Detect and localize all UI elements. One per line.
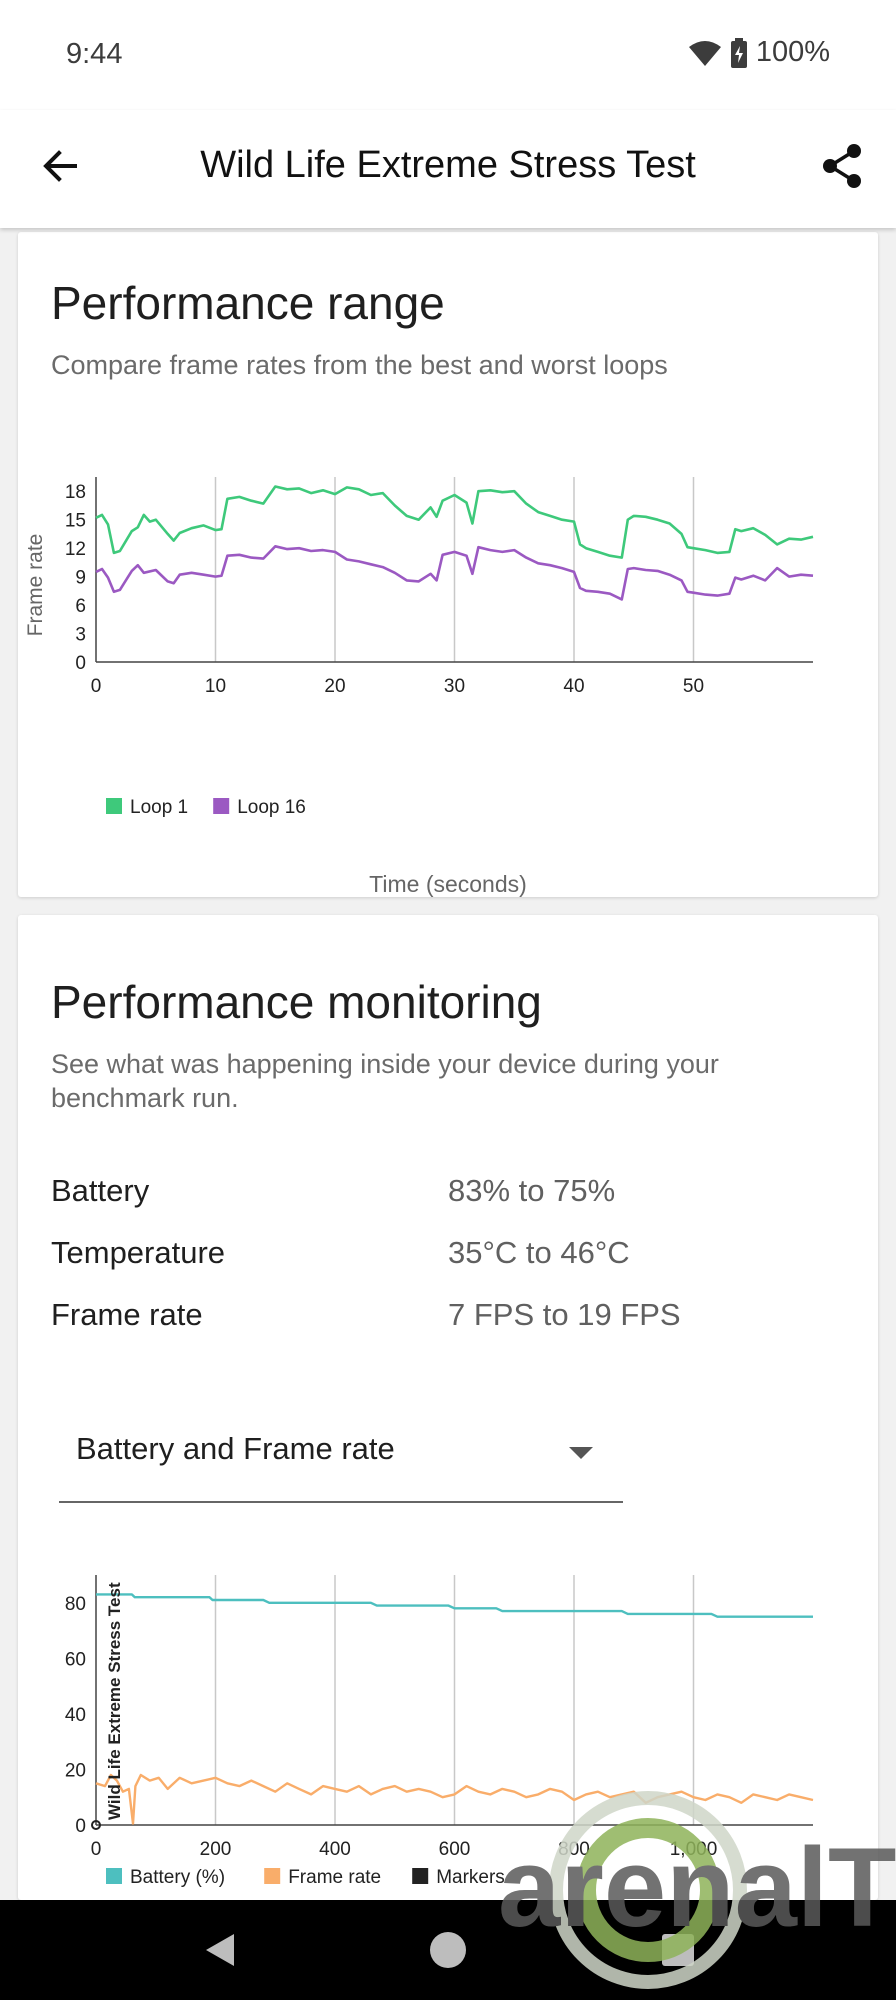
chart-type-selected: Battery and Frame rate	[76, 1431, 395, 1466]
status-bar: 9:44 100%	[0, 0, 896, 110]
chevron-down-icon	[569, 1447, 593, 1459]
home-circle-icon[interactable]	[428, 1930, 468, 1970]
card-title: Performance monitoring	[51, 976, 542, 1028]
y-tick-label: 3	[75, 625, 86, 646]
x-tick-label: 0	[91, 1839, 102, 1860]
status-time: 9:44	[66, 38, 123, 70]
legend-label: Markers	[436, 1867, 505, 1888]
x-tick-label: 10	[205, 676, 226, 697]
y-tick-label: 0	[75, 1816, 86, 1837]
marker-label: Wild Life Extreme Stress Test	[105, 1582, 124, 1820]
y-tick-label: 80	[65, 1594, 86, 1615]
share-button[interactable]	[812, 136, 872, 196]
legend-label: Loop 1	[130, 797, 188, 818]
legend-label: Frame rate	[288, 1867, 381, 1888]
legend-label: Battery (%)	[130, 1867, 225, 1888]
share-icon	[823, 144, 861, 188]
wifi-icon	[688, 40, 721, 66]
app-bar: Wild Life Extreme Stress Test	[0, 110, 896, 228]
temperature-label: Temperature	[51, 1235, 226, 1270]
legend-swatch	[412, 1868, 429, 1884]
page-title: Wild Life Extreme Stress Test	[200, 144, 696, 186]
y-tick-label: 0	[75, 653, 86, 674]
temperature-value: 35°C to 46°C	[448, 1235, 630, 1270]
battery-percent: 100%	[755, 36, 830, 68]
legend-swatch	[213, 798, 230, 814]
card-subtitle: Compare frame rates from the best and wo…	[51, 350, 668, 380]
y-tick-label: 18	[65, 482, 86, 503]
performance-range-chart: 0 10 20 30 40 50 0 3 6 9 12 15 18 Loop 1 Loop 16 Frame …	[24, 477, 814, 897]
series-line-loop-1	[95, 485, 814, 559]
marker-point	[91, 1820, 101, 1830]
y-tick-label: 20	[65, 1760, 86, 1781]
y-tick-label: 15	[65, 511, 86, 532]
back-triangle-icon[interactable]	[200, 1930, 240, 1970]
x-tick-label: 30	[444, 676, 465, 697]
performance-monitoring-card: Performance monitoring See what was happ…	[18, 915, 878, 1900]
x-tick-label: 40	[563, 676, 584, 697]
x-tick-label: 200	[200, 1839, 232, 1860]
series-line-frame-rate	[95, 1773, 814, 1825]
y-tick-label: 12	[65, 539, 86, 560]
arrow-left-icon	[43, 150, 77, 182]
y-tick-label: 9	[75, 568, 86, 589]
navigation-bar	[0, 1900, 896, 2000]
battery-charging-icon	[730, 37, 747, 68]
arenait-watermark-logo: arenalT	[498, 1791, 896, 1989]
frame-rate-label: Frame rate	[51, 1297, 203, 1332]
x-tick-label: 400	[319, 1839, 351, 1860]
status-icons: 100%	[688, 36, 830, 69]
legend-swatch	[106, 1868, 122, 1884]
battery-value: 83% to 75%	[448, 1173, 616, 1208]
battery-label: Battery	[51, 1173, 150, 1208]
performance-range-card: Performance range Compare frame rates fr…	[18, 232, 878, 897]
x-tick-label: 600	[439, 1839, 471, 1860]
back-button[interactable]	[30, 136, 90, 196]
y-tick-label: 6	[75, 596, 86, 617]
svg-text:arenalT: arenalT	[498, 1825, 896, 1950]
card-subtitle: See what was happening inside your devic…	[51, 1049, 719, 1113]
y-axis-title: Frame rate	[24, 534, 47, 637]
chart-type-select[interactable]: Battery and Frame rate	[59, 1407, 623, 1503]
y-tick-label: 40	[65, 1705, 86, 1726]
legend-swatch	[106, 798, 122, 814]
series-line-battery	[96, 1593, 813, 1618]
x-tick-label: 50	[683, 676, 704, 697]
x-axis-title: Time (seconds)	[369, 871, 527, 897]
x-tick-label: 20	[324, 676, 345, 697]
card-title: Performance range	[51, 277, 445, 329]
frame-rate-value: 7 FPS to 19 FPS	[448, 1297, 681, 1332]
y-tick-label: 60	[65, 1649, 86, 1670]
series-line-loop-16	[95, 545, 814, 601]
legend-swatch	[264, 1868, 281, 1884]
legend-label: Loop 16	[237, 797, 306, 818]
x-tick-label: 0	[91, 676, 102, 697]
